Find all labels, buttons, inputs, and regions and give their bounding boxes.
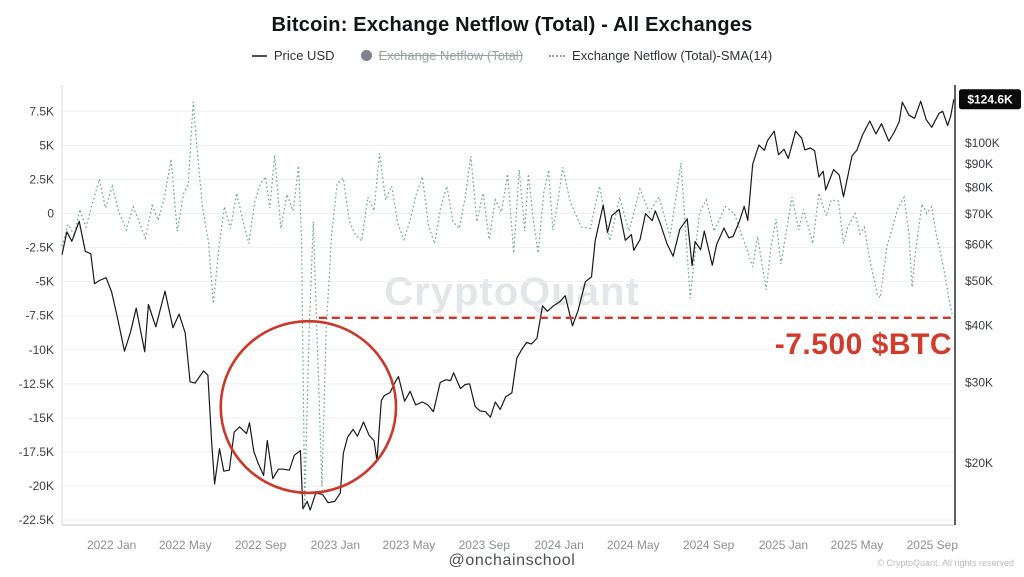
x-axis-tick-label: 2025 May [831,538,884,552]
right-axis-tick-label: $80K [965,180,993,194]
right-axis-tick-label: $50K [965,274,993,288]
x-axis-tick-label: 2024 Sep [683,538,735,552]
x-axis-tick-label: 2022 May [159,538,212,552]
legend-item-exchange-netflow[interactable]: Exchange Netflow (Total) [360,48,524,63]
dot-glyph-icon [360,50,372,61]
right-axis-tick-label: $20K [965,456,993,470]
left-axis-tick-label: 0 [47,207,54,221]
x-axis-tick-label: 2024 Jan [534,538,583,552]
left-axis-tick-label: 7.5K [29,104,54,118]
legend-label: Exchange Netflow (Total)-SMA(14) [572,48,773,63]
x-axis-tick-label: 2023 Sep [459,538,511,552]
price-usd-line [61,99,955,511]
cryptoquant-watermark: CryptoQuant [384,270,640,314]
legend-item-netflow-sma[interactable]: Exchange Netflow (Total)-SMA(14) [549,48,772,63]
x-axis-tick-label: 2023 Jan [311,538,360,552]
left-axis-tick-label: 5K [39,138,54,152]
x-axis-tick-label: 2022 Sep [235,538,287,552]
last-price-badge [959,89,1021,110]
left-axis-tick-label: -2.5K [25,241,54,255]
netflow-sma-line [61,101,954,504]
netflow-annotation-label: -7.500 $BTC [774,328,952,361]
left-axis-tick-label: 2.5K [29,172,54,186]
x-axis-tick-label: 2023 May [383,538,436,552]
left-axis-tick-label: -15K [29,411,54,425]
right-axis-tick-label: $70K [965,207,993,221]
legend-label-disabled: Exchange Netflow (Total) [378,48,524,63]
legend-label: Price USD [273,48,335,63]
x-axis-tick-label: 2025 Sep [907,538,959,552]
right-axis-tick-label: $60K [965,238,993,252]
last-price-badge-label: $124.6K [967,92,1013,106]
copyright-notice: © CryptoQuant. All rights reserved [877,558,1014,568]
left-axis-tick-label: -7.5K [25,309,54,323]
legend-item-price-usd[interactable]: Price USD [251,48,335,63]
left-axis-tick-label: -12.5K [19,377,54,391]
x-axis-tick-label: 2022 Jan [87,538,136,552]
left-axis-tick-label: -22.5K [19,513,54,527]
chart-title: Bitcoin: Exchange Netflow (Total) - All … [271,14,753,36]
line-glyph-icon [251,54,267,57]
right-axis-tick-label: $90K [965,157,993,171]
dotted-line-glyph-icon [549,54,566,57]
right-axis-tick-label: $100K [965,136,1000,150]
author-handle: @onchainschool [448,552,576,569]
right-axis-tick-label: $30K [965,375,993,389]
right-axis-tick-label: $40K [965,318,993,332]
left-axis-tick-label: -5K [35,275,54,289]
chart-legend: Price USD Exchange Netflow (Total) Excha… [0,48,1024,63]
x-axis-tick-label: 2025 Jan [759,538,808,552]
left-axis-tick-label: -17.5K [19,445,54,459]
highlight-circle-annotation [219,319,398,495]
left-axis-tick-label: -20K [29,479,54,493]
x-axis-tick-label: 2024 May [607,538,660,552]
left-axis-tick-label: -10K [29,343,54,357]
